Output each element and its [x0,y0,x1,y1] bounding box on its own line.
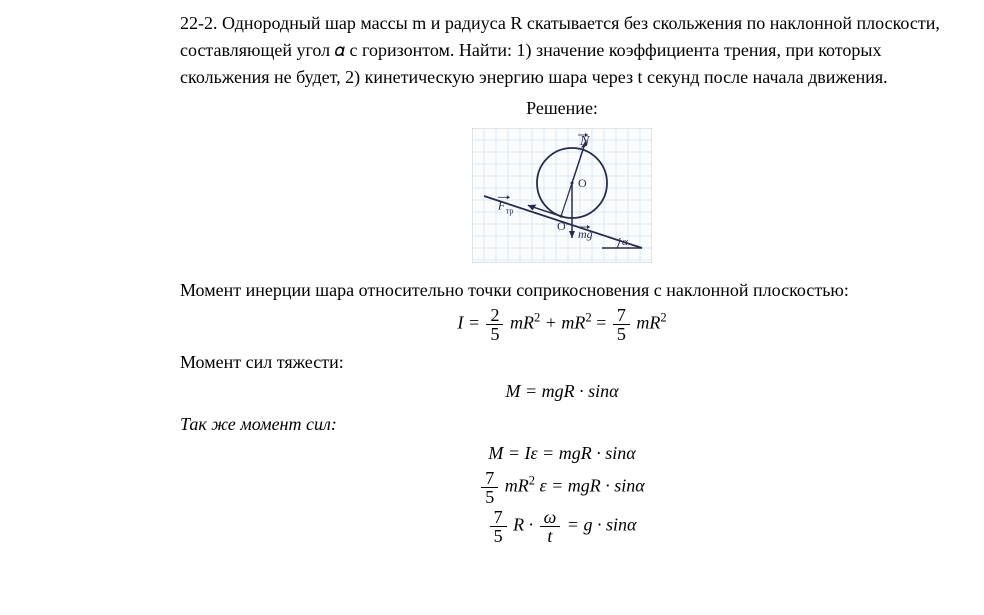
equation-3: M = Iε = mgR · sinα [180,440,944,467]
equation-5: 7 5 R · ω t = g · sinα [180,508,944,545]
diagram-container: N O O' Fтр mg α [180,128,944,271]
svg-text:F: F [497,198,506,212]
svg-text:mg: mg [578,227,593,241]
equation-moment-gravity: M = mgR · sinα [180,378,944,405]
fraction: ω t [540,508,561,545]
diagram-svg: N O O' Fтр mg α [472,128,652,263]
fraction: 7 5 [613,306,630,343]
physics-diagram: N O O' Fтр mg α [472,128,652,271]
fraction: 7 5 [490,508,507,545]
svg-text:N: N [579,134,590,149]
svg-text:α: α [622,236,628,248]
equation-4: 7 5 mR2 ε = mgR · sinα [180,469,944,506]
fraction: 2 5 [486,306,503,343]
equation-moment-inertia: I = 2 5 mR2 + mR2 = 7 5 mR2 [180,306,944,343]
problem-statement: 22-2. Однородный шар массы m и радиуса R… [180,10,944,91]
moment-inertia-label: Момент инерции шара относительно точки с… [180,277,944,304]
moment-also-label: Так же момент сил: [180,411,944,438]
fraction: 7 5 [481,469,498,506]
problem-number: 22-2. [180,13,218,33]
svg-text:O: O [578,176,587,190]
problem-text: Однородный шар массы m и радиуса R скаты… [180,13,940,87]
solution-label: Решение: [180,95,944,122]
svg-text:O': O' [557,219,568,233]
svg-text:тр: тр [506,206,514,215]
moment-gravity-label: Момент сил тяжести: [180,349,944,376]
